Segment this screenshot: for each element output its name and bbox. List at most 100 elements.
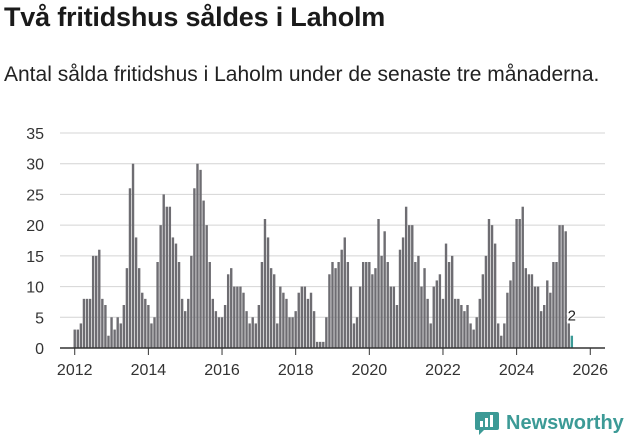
bar — [558, 225, 561, 348]
bar — [414, 262, 417, 348]
bar — [303, 286, 307, 348]
bar — [266, 237, 270, 348]
bar — [220, 317, 224, 348]
bar — [417, 255, 420, 348]
bar — [171, 237, 175, 348]
x-tick-label: 2022 — [425, 362, 461, 379]
bar — [408, 225, 411, 348]
bar — [365, 262, 368, 348]
bar — [190, 255, 193, 348]
x-tick-label: 2016 — [204, 362, 240, 379]
bar — [184, 311, 187, 348]
bar — [110, 317, 113, 348]
bar — [248, 323, 251, 348]
bar — [282, 292, 285, 348]
bar — [349, 286, 353, 348]
bar — [444, 243, 448, 348]
bar — [300, 286, 304, 348]
bar — [435, 280, 439, 348]
brand-name: Newsworthy — [506, 411, 624, 434]
bar — [490, 225, 494, 348]
x-tick-label: 2012 — [57, 362, 93, 379]
annotations: 2 — [566, 306, 577, 326]
bar — [454, 298, 457, 348]
bar — [150, 323, 153, 348]
x-tick-label: 2014 — [131, 362, 167, 379]
bar-highlighted — [570, 335, 574, 348]
bar — [101, 298, 104, 348]
bar — [555, 262, 558, 348]
bar — [503, 323, 506, 348]
bar — [257, 305, 261, 348]
bar — [119, 323, 122, 348]
bar — [450, 255, 454, 348]
bar — [564, 231, 567, 348]
bar — [134, 237, 138, 348]
bar — [533, 286, 537, 348]
bar — [122, 305, 126, 348]
bar — [88, 298, 92, 348]
bar — [466, 305, 469, 348]
bar — [420, 286, 423, 348]
newsworthy-brand[interactable]: Newsworthy — [474, 408, 624, 438]
bar — [404, 206, 408, 348]
bar — [294, 311, 297, 348]
bar — [524, 268, 528, 348]
chart-title: Två fritidshus såldes i Laholm — [4, 2, 386, 32]
bar — [82, 298, 86, 348]
x-tick-label: 2024 — [499, 362, 535, 379]
bar — [429, 323, 432, 348]
y-tick-label: 35 — [26, 126, 44, 143]
last-value-label: 2 — [568, 308, 576, 325]
x-tick-label: 2020 — [352, 362, 388, 379]
bar — [389, 286, 392, 348]
bar — [358, 286, 362, 348]
bar — [251, 317, 254, 348]
bar — [380, 255, 383, 348]
bar — [95, 255, 98, 348]
bar — [322, 341, 325, 348]
bar — [196, 163, 199, 348]
bar — [144, 298, 147, 348]
bar — [334, 268, 337, 348]
bar — [469, 323, 472, 348]
bar — [279, 286, 282, 348]
bar — [107, 335, 110, 348]
bar — [527, 274, 531, 348]
bar — [291, 317, 294, 348]
bar — [328, 274, 331, 348]
bar — [325, 317, 328, 348]
bar — [521, 206, 524, 348]
bar — [315, 341, 319, 348]
newsworthy-logo-icon — [475, 412, 499, 435]
bar — [478, 298, 481, 348]
y-tick-label: 5 — [35, 310, 44, 327]
bar — [147, 305, 150, 348]
bar — [276, 323, 279, 348]
bar — [76, 329, 79, 348]
bar — [386, 262, 389, 348]
bar — [137, 268, 141, 348]
bar — [73, 329, 76, 348]
bar — [539, 311, 543, 348]
bar — [91, 255, 95, 348]
bar — [423, 268, 426, 348]
bar — [312, 311, 316, 348]
y-tick-label: 20 — [26, 218, 44, 235]
bar — [245, 311, 248, 348]
bar — [432, 286, 435, 348]
bar — [193, 188, 196, 348]
bar — [205, 225, 208, 348]
bar — [177, 262, 181, 348]
bar — [230, 268, 233, 348]
y-tick-label: 25 — [26, 187, 44, 204]
bar — [236, 286, 239, 348]
bar — [272, 274, 276, 348]
bar — [297, 292, 300, 348]
y-tick-label: 0 — [35, 341, 44, 358]
bar — [319, 341, 322, 348]
bar — [263, 219, 267, 348]
x-tick-label: 2018 — [278, 362, 314, 379]
bar — [343, 237, 346, 348]
